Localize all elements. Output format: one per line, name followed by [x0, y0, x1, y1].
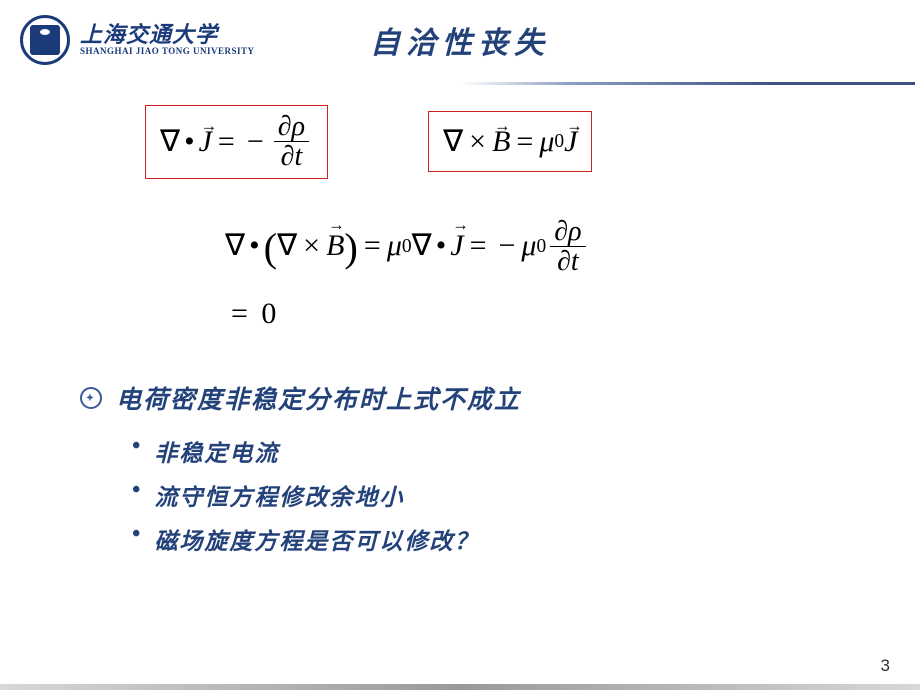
sub-bullet-item: 磁场旋度方程是否可以修改？ — [132, 522, 521, 556]
equation-box-continuity: ∇ • J = − ∂ρ ∂t — [145, 105, 328, 179]
bullet-section: ✦ 电荷密度非稳定分布时上式不成立 非稳定电流 流守恒方程修改余地小 磁场旋度方… — [80, 380, 521, 566]
bullet-logo-icon: ✦ — [80, 387, 102, 409]
university-name-cn: 上海交通大学 — [80, 23, 254, 47]
equation-row: ∇ • J = − ∂ρ ∂t ∇ × B = μ0 J — [145, 105, 775, 179]
page-number: 3 — [881, 656, 890, 676]
header-divider — [460, 82, 915, 85]
equation-box-ampere: ∇ × B = μ0 J — [428, 111, 592, 172]
fraction: ∂ρ ∂t — [274, 112, 309, 172]
main-bullet: ✦ 电荷密度非稳定分布时上式不成立 — [80, 380, 521, 416]
sub-bullet-item: 非稳定电流 — [132, 434, 521, 468]
fraction: ∂ρ ∂t — [550, 217, 585, 277]
university-name-en: SHANGHAI JIAO TONG UNIVERSITY — [80, 47, 254, 57]
university-logo-icon — [20, 15, 70, 65]
university-name: 上海交通大学 SHANGHAI JIAO TONG UNIVERSITY — [80, 23, 254, 57]
slide-header: 上海交通大学 SHANGHAI JIAO TONG UNIVERSITY 自洽性… — [0, 0, 920, 70]
main-bullet-text: 电荷密度非稳定分布时上式不成立 — [116, 380, 521, 416]
equation-derivation: ∇ • ( ∇ × B ) = μ0 ∇ • J = − μ0 ∂ρ ∂t = … — [225, 210, 590, 341]
sub-bullet-list: 非稳定电流 流守恒方程修改余地小 磁场旋度方程是否可以修改？ — [132, 434, 521, 556]
university-logo-area: 上海交通大学 SHANGHAI JIAO TONG UNIVERSITY — [20, 15, 254, 65]
slide-title: 自洽性丧失 — [370, 18, 550, 62]
sub-bullet-item: 流守恒方程修改余地小 — [132, 478, 521, 512]
footer-bar — [0, 684, 920, 690]
